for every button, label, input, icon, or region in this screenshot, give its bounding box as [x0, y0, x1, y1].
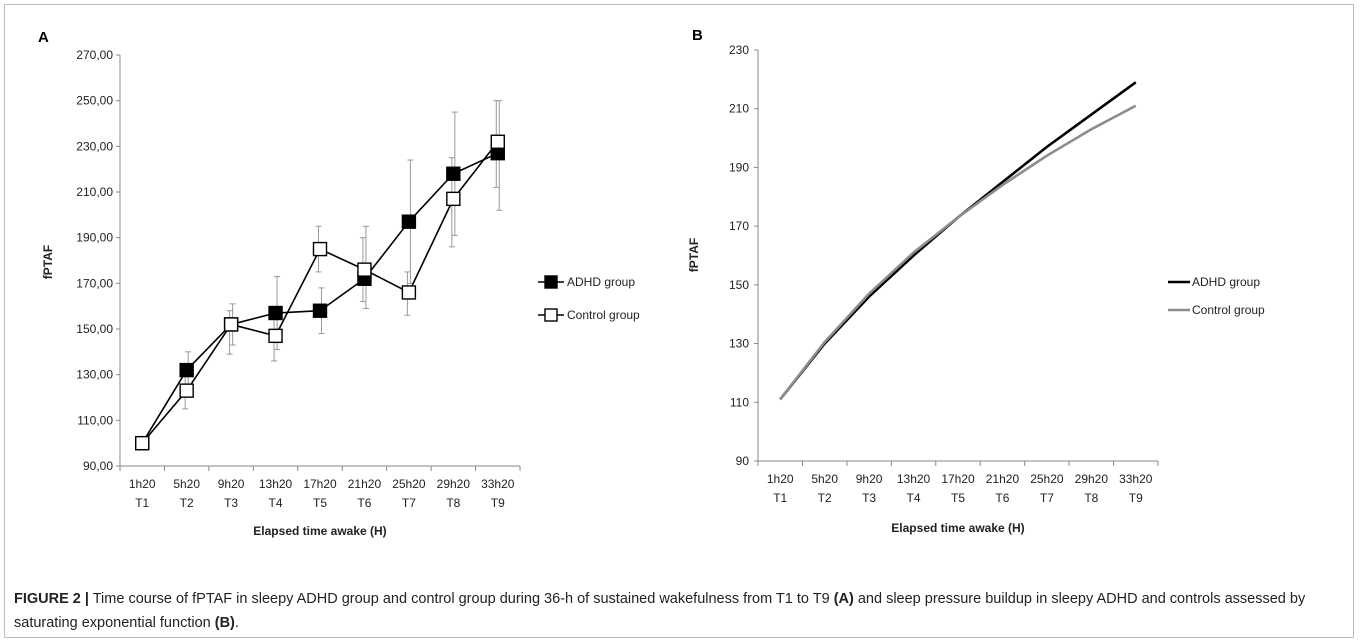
y-tick-label: 230 — [729, 43, 749, 57]
x-tick-label: 33h20 — [1119, 472, 1153, 486]
legend-label-control-group: Control group — [1192, 303, 1265, 317]
control-data-point — [312, 241, 328, 257]
series-line-control-group — [141, 141, 499, 444]
y-tick-label: 130,00 — [76, 368, 113, 382]
x-tick-label: T1 — [773, 491, 787, 505]
y-tick-label: 150 — [729, 278, 749, 292]
y-axis-title: fPTAF — [687, 238, 701, 272]
y-tick-label: 210 — [729, 102, 749, 116]
x-tick-label: T1 — [135, 496, 149, 510]
y-tick-label: 270,00 — [76, 48, 113, 62]
x-tick-label: 29h20 — [1075, 472, 1109, 486]
caption-text-1: Time course of fPTAF in sleepy ADHD grou… — [88, 591, 834, 607]
y-tick-label: 150,00 — [76, 322, 113, 336]
x-tick-label: 5h20 — [173, 477, 200, 491]
adhd-data-point — [401, 214, 417, 229]
x-tick-label: 29h20 — [437, 477, 471, 491]
x-axis-title: Elapsed time awake (H) — [891, 521, 1024, 535]
x-tick-label: 9h20 — [218, 477, 245, 491]
adhd-data-point — [179, 362, 194, 378]
y-tick-label: 170,00 — [76, 276, 113, 290]
series-line-adhd-group — [141, 152, 499, 444]
series-line-control-group — [779, 104, 1137, 401]
caption-text-3: . — [234, 615, 239, 631]
y-tick-label: 230,00 — [76, 139, 113, 153]
x-tick-label: T2 — [818, 491, 832, 505]
legend-label-control-group: Control group — [567, 308, 640, 322]
x-tick-label: T3 — [224, 496, 238, 510]
control-data-point — [401, 285, 417, 300]
legend-label-adhd-group: ADHD group — [567, 275, 635, 289]
y-tick-label: 130 — [729, 337, 749, 351]
x-tick-label: 13h20 — [897, 472, 931, 486]
x-tick-label: T6 — [357, 496, 371, 510]
x-tick-label: T3 — [862, 491, 876, 505]
series-line-adhd-group — [779, 81, 1137, 401]
x-tick-label: T6 — [995, 491, 1009, 505]
legend-marker-control-group — [544, 308, 558, 322]
control-data-point — [135, 435, 150, 451]
caption-text-2: and sleep pressure buildup in sleepy ADH… — [14, 591, 1306, 631]
panel-label-B: B — [692, 27, 703, 44]
x-tick-label: T9 — [1129, 491, 1143, 505]
x-tick-label: T4 — [907, 491, 921, 505]
y-tick-label: 190,00 — [76, 231, 113, 245]
x-tick-label: T8 — [446, 496, 460, 510]
y-axis-title: fPTAF — [41, 245, 55, 279]
x-tick-label: 21h20 — [986, 472, 1020, 486]
figure-caption: FIGURE 2 | Time course of fPTAF in sleep… — [14, 587, 1344, 635]
caption-ref-b: (B) — [214, 615, 235, 631]
y-tick-label: 170 — [729, 219, 749, 233]
panel-label-A: A — [38, 29, 49, 46]
x-tick-label: T4 — [269, 496, 283, 510]
x-tick-label: 1h20 — [129, 477, 156, 491]
x-tick-label: 9h20 — [856, 472, 883, 486]
y-tick-label: 250,00 — [76, 94, 113, 108]
x-tick-label: T7 — [402, 496, 416, 510]
adhd-data-point — [446, 166, 461, 181]
legend-marker-adhd-group — [544, 275, 558, 289]
x-tick-label: 17h20 — [303, 477, 337, 491]
caption-ref-a: (A) — [833, 591, 854, 607]
y-tick-label: 110,00 — [77, 413, 113, 427]
x-tick-label: 1h20 — [767, 472, 794, 486]
control-data-point — [357, 262, 372, 277]
x-tick-label: T5 — [313, 496, 327, 510]
y-tick-label: 90,00 — [83, 459, 113, 473]
figure-frame — [4, 4, 1354, 638]
control-data-point — [446, 191, 461, 207]
x-tick-label: T5 — [951, 491, 965, 505]
x-tick-label: 13h20 — [259, 477, 293, 491]
control-data-point — [490, 134, 505, 149]
x-tick-label: 25h20 — [1030, 472, 1064, 486]
control-data-point — [268, 328, 283, 344]
control-data-point — [179, 383, 194, 398]
control-data-point — [223, 317, 239, 332]
x-tick-label: 17h20 — [941, 472, 975, 486]
y-tick-label: 190 — [729, 160, 749, 174]
y-tick-label: 110 — [730, 395, 749, 409]
x-tick-label: 21h20 — [348, 477, 382, 491]
adhd-data-point — [268, 305, 283, 321]
x-tick-label: T9 — [491, 496, 505, 510]
x-tick-label: 5h20 — [811, 472, 838, 486]
y-tick-label: 90 — [736, 454, 750, 468]
y-tick-label: 210,00 — [76, 185, 113, 199]
x-tick-label: T7 — [1040, 491, 1054, 505]
adhd-data-point — [312, 303, 328, 318]
figure-canvas: A 90,00 110,00 130,00 150,00 170,00 190,00 210,… — [38, 27, 1265, 538]
caption-label: FIGURE 2 | — [14, 591, 89, 607]
x-tick-label: T2 — [180, 496, 194, 510]
legend-label-adhd-group: ADHD group — [1192, 275, 1260, 289]
x-axis-title: Elapsed time awake (H) — [253, 524, 386, 538]
x-tick-label: 33h20 — [481, 477, 515, 491]
x-tick-label: 25h20 — [392, 477, 426, 491]
x-tick-label: T8 — [1084, 491, 1098, 505]
